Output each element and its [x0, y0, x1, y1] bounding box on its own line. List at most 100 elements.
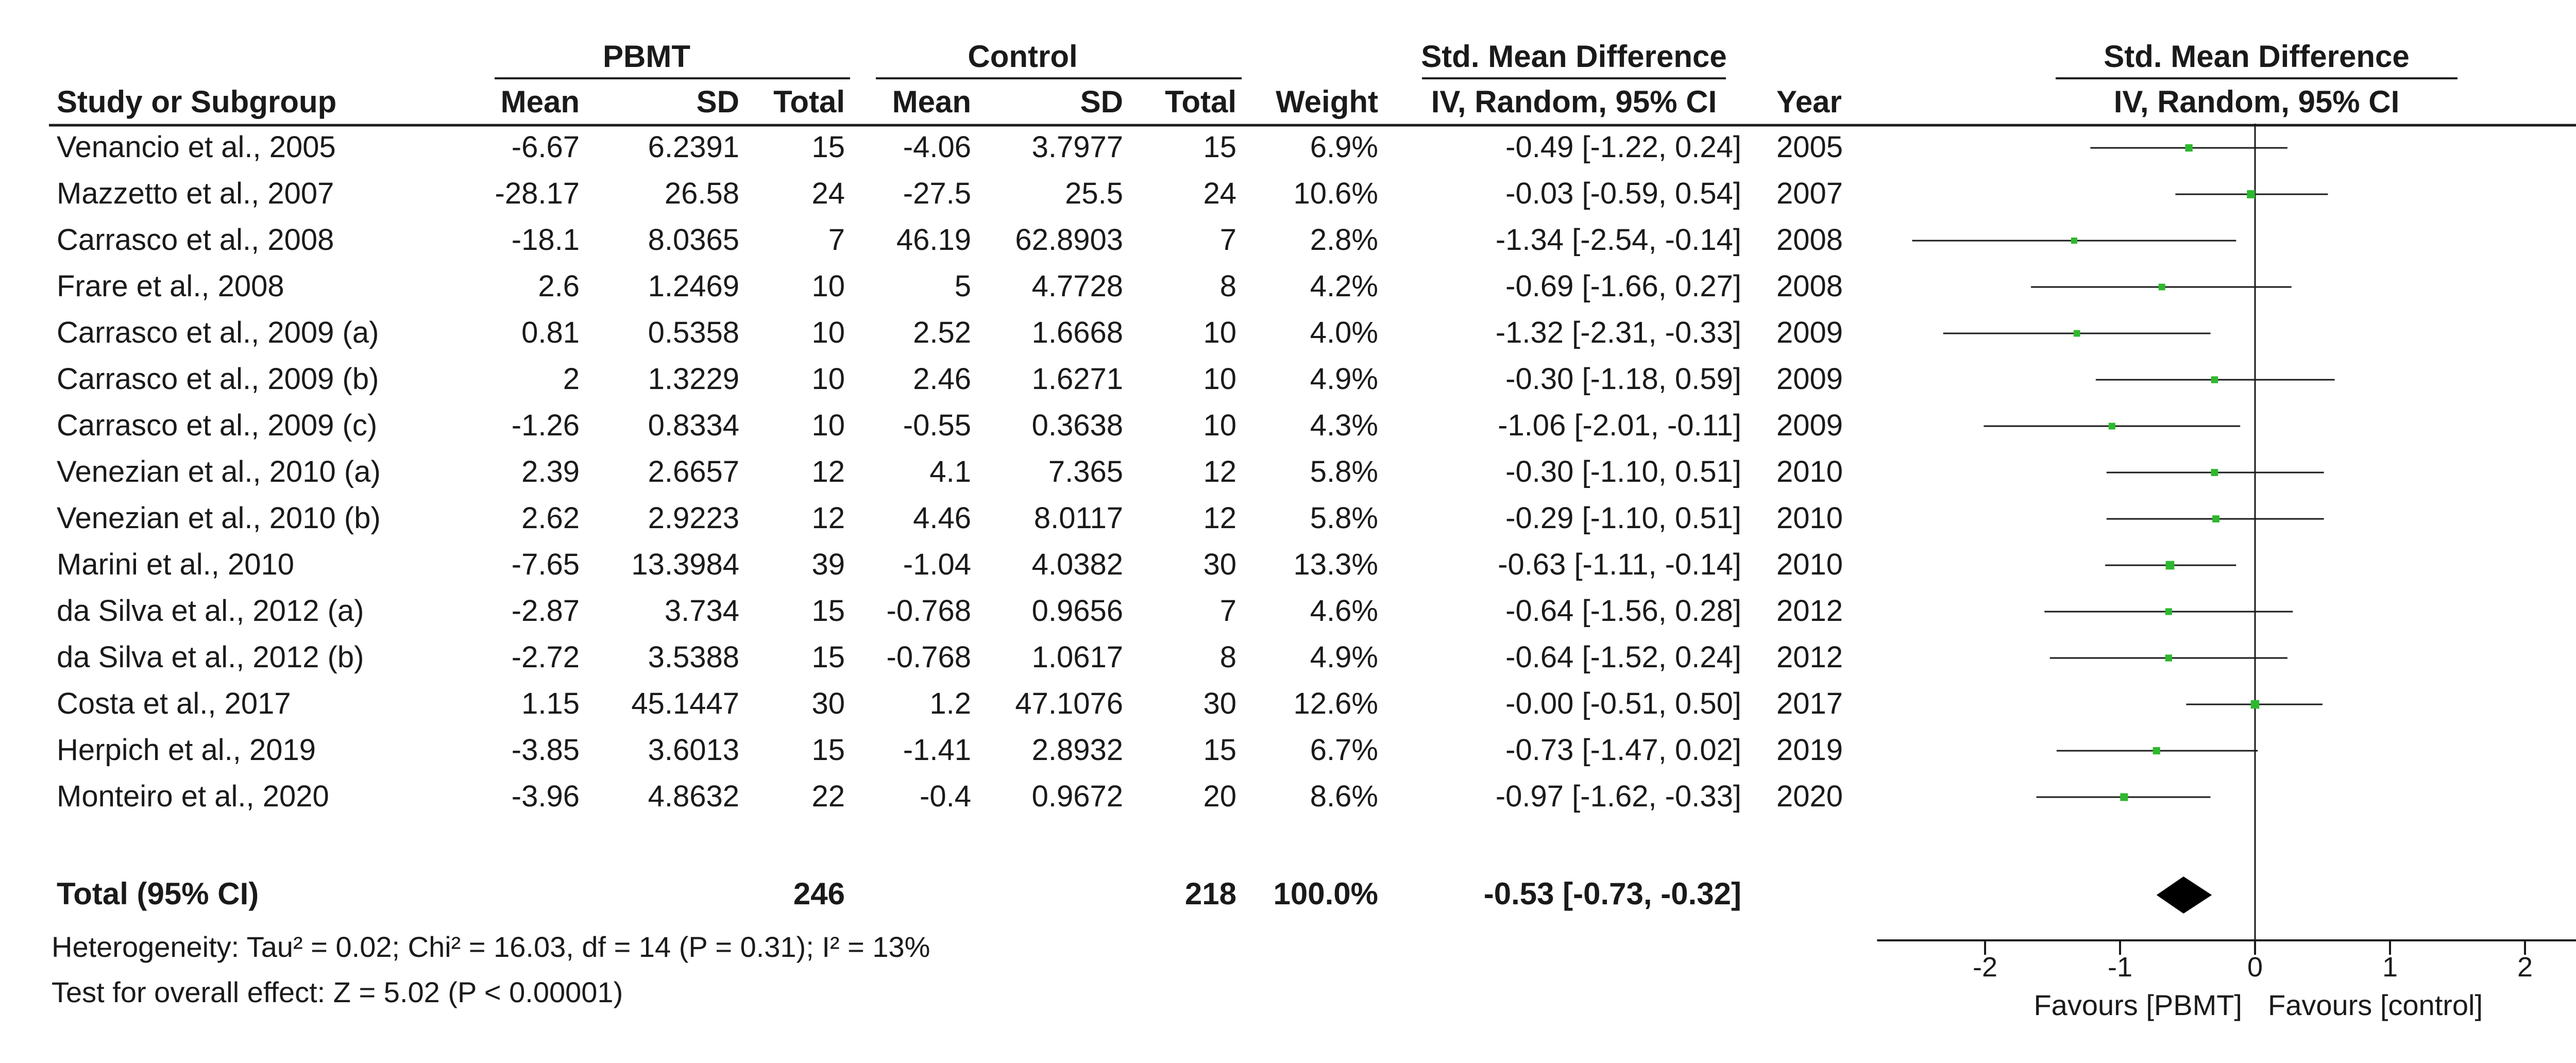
cell-total-e: 10 — [811, 316, 845, 349]
header-mean-pbmt: Mean — [501, 85, 580, 119]
cell-sd-e: 2.6657 — [648, 455, 739, 488]
cell-weight: 6.7% — [1310, 733, 1378, 767]
table-header: PBMT Control Std. Mean Difference Std. M… — [57, 39, 2410, 119]
cell-sd-c: 1.0617 — [1032, 640, 1123, 674]
cell-mean-c: -4.06 — [903, 130, 971, 164]
cell-total-c: 15 — [1203, 130, 1236, 164]
overall-effect-text: Test for overall effect: Z = 5.02 (P < 0… — [52, 976, 623, 1008]
cell-mean-e: 0.81 — [521, 316, 580, 349]
cell-total-e: 10 — [811, 269, 845, 303]
cell-sd-e: 3.5388 — [648, 640, 739, 674]
cell-weight: 4.6% — [1310, 594, 1378, 628]
cell-ci-text: -0.00 [-0.51, 0.50] — [1505, 687, 1741, 720]
cell-year: 2010 — [1776, 548, 1843, 581]
table-row: Carrasco et al., 2009 (b) 2 1.3229 10 2.46 1.… — [57, 362, 1843, 396]
table-row: Monteiro et al., 2020 -3.96 4.8632 22 -0.4 0.… — [57, 780, 1843, 813]
cell-sd-c: 7.365 — [1048, 455, 1123, 488]
total-control: 218 — [1185, 876, 1236, 911]
cell-mean-c: 5 — [955, 269, 971, 303]
cell-study: Mazzetto et al., 2007 — [57, 177, 334, 210]
cell-study: da Silva et al., 2012 (a) — [57, 594, 364, 628]
pooled-diamond — [2156, 876, 2212, 914]
cell-total-c: 12 — [1203, 455, 1236, 488]
cell-total-c: 12 — [1203, 501, 1236, 535]
cell-total-c: 10 — [1203, 362, 1236, 396]
cell-weight: 4.9% — [1310, 640, 1378, 674]
effect-point — [2071, 237, 2077, 244]
cell-ci-text: -0.49 [-1.22, 0.24] — [1505, 130, 1741, 164]
cell-study: Monteiro et al., 2020 — [57, 780, 329, 813]
cell-mean-e: -1.26 — [512, 409, 580, 442]
cell-mean-e: -2.72 — [512, 640, 580, 674]
cell-weight: 10.6% — [1294, 177, 1378, 210]
cell-study: Venancio et al., 2005 — [57, 130, 336, 164]
cell-total-e: 22 — [811, 780, 845, 813]
cell-sd-c: 0.9656 — [1032, 594, 1123, 628]
cell-year: 2012 — [1776, 640, 1843, 674]
cell-total-c: 7 — [1220, 594, 1236, 628]
cell-ci-text: -1.34 [-2.54, -0.14] — [1496, 223, 1741, 257]
header-total-pbmt: Total — [773, 85, 845, 119]
cell-mean-e: -7.65 — [512, 548, 580, 581]
cell-total-c: 15 — [1203, 733, 1236, 767]
cell-study: Marini et al., 2010 — [57, 548, 294, 581]
cell-weight: 4.0% — [1310, 316, 1378, 349]
favours-right-label: Favours [control] — [2268, 989, 2483, 1021]
table-row: da Silva et al., 2012 (b) -2.72 3.5388 15 -0… — [57, 640, 1843, 674]
cell-total-c: 30 — [1203, 687, 1236, 720]
cell-ci-text: -0.97 [-1.62, -0.33] — [1496, 780, 1741, 813]
cell-total-c: 8 — [1220, 269, 1236, 303]
cell-study: Carrasco et al., 2009 (c) — [57, 409, 377, 442]
cell-mean-e: -3.96 — [512, 780, 580, 813]
cell-mean-e: -18.1 — [512, 223, 580, 257]
favours-left-label: Favours [PBMT] — [2033, 989, 2242, 1021]
cell-sd-e: 0.5358 — [648, 316, 739, 349]
cell-sd-c: 25.5 — [1065, 177, 1123, 210]
cell-ci-text: -0.64 [-1.56, 0.28] — [1505, 594, 1741, 628]
effect-point — [2158, 283, 2165, 291]
total-pbmt: 246 — [793, 876, 845, 911]
cell-study: Herpich et al., 2019 — [57, 733, 316, 767]
table-row: Mazzetto et al., 2007 -28.17 26.58 24 -27.5 2… — [57, 177, 1843, 210]
cell-total-e: 10 — [811, 362, 845, 396]
effect-point — [2120, 793, 2128, 801]
cell-sd-e: 2.9223 — [648, 501, 739, 535]
cell-mean-c: -0.768 — [887, 640, 971, 674]
cell-sd-c: 1.6668 — [1032, 316, 1123, 349]
cell-study: Frare et al., 2008 — [57, 269, 284, 303]
cell-total-e: 24 — [811, 177, 845, 210]
total-row: Total (95% CI) 246 218 100.0% -0.53 [-0.… — [57, 876, 1741, 911]
cell-sd-e: 26.58 — [665, 177, 739, 210]
cell-mean-e: 1.15 — [521, 687, 580, 720]
cell-year: 2010 — [1776, 455, 1843, 488]
group-label-smd-table: Std. Mean Difference — [1421, 39, 1726, 74]
cell-ci-text: -0.73 [-1.47, 0.02] — [1505, 733, 1741, 767]
cell-mean-c: 2.46 — [913, 362, 971, 396]
cell-mean-e: -6.67 — [512, 130, 580, 164]
cell-sd-c: 4.7728 — [1032, 269, 1123, 303]
cell-mean-c: -1.41 — [903, 733, 971, 767]
effect-point — [2073, 330, 2080, 337]
table-row: Carrasco et al., 2008 -18.1 8.0365 7 46.19 62… — [57, 223, 1843, 257]
heterogeneity-text: Heterogeneity: Tau² = 0.02; Chi² = 16.03… — [52, 931, 930, 963]
table-row: Marini et al., 2010 -7.65 13.3984 39 -1.04 4.… — [57, 548, 1843, 581]
cell-total-e: 12 — [811, 455, 845, 488]
cell-weight: 4.2% — [1310, 269, 1378, 303]
cell-sd-e: 8.0365 — [648, 223, 739, 257]
cell-mean-c: 46.19 — [896, 223, 971, 257]
cell-ci-text: -0.64 [-1.52, 0.24] — [1505, 640, 1741, 674]
header-ci-method: IV, Random, 95% CI — [1431, 85, 1717, 119]
table-row: Venezian et al., 2010 (a) 2.39 2.6657 12 4.1… — [57, 455, 1843, 488]
cell-mean-c: -0.55 — [903, 409, 971, 442]
total-ci: -0.53 [-0.73, -0.32] — [1484, 876, 1741, 911]
cell-ci-text: -1.06 [-2.01, -0.11] — [1498, 409, 1741, 442]
cell-mean-c: -0.4 — [920, 780, 971, 813]
table-row: Carrasco et al., 2009 (c) -1.26 0.8334 10 -0… — [57, 409, 1843, 442]
cell-sd-c: 1.6271 — [1032, 362, 1123, 396]
group-label-smd-plot: Std. Mean Difference — [2104, 39, 2409, 74]
cell-weight: 6.9% — [1310, 130, 1378, 164]
cell-sd-c: 62.8903 — [1015, 223, 1123, 257]
header-sd-control: SD — [1080, 85, 1123, 119]
cell-sd-e: 45.1447 — [631, 687, 739, 720]
